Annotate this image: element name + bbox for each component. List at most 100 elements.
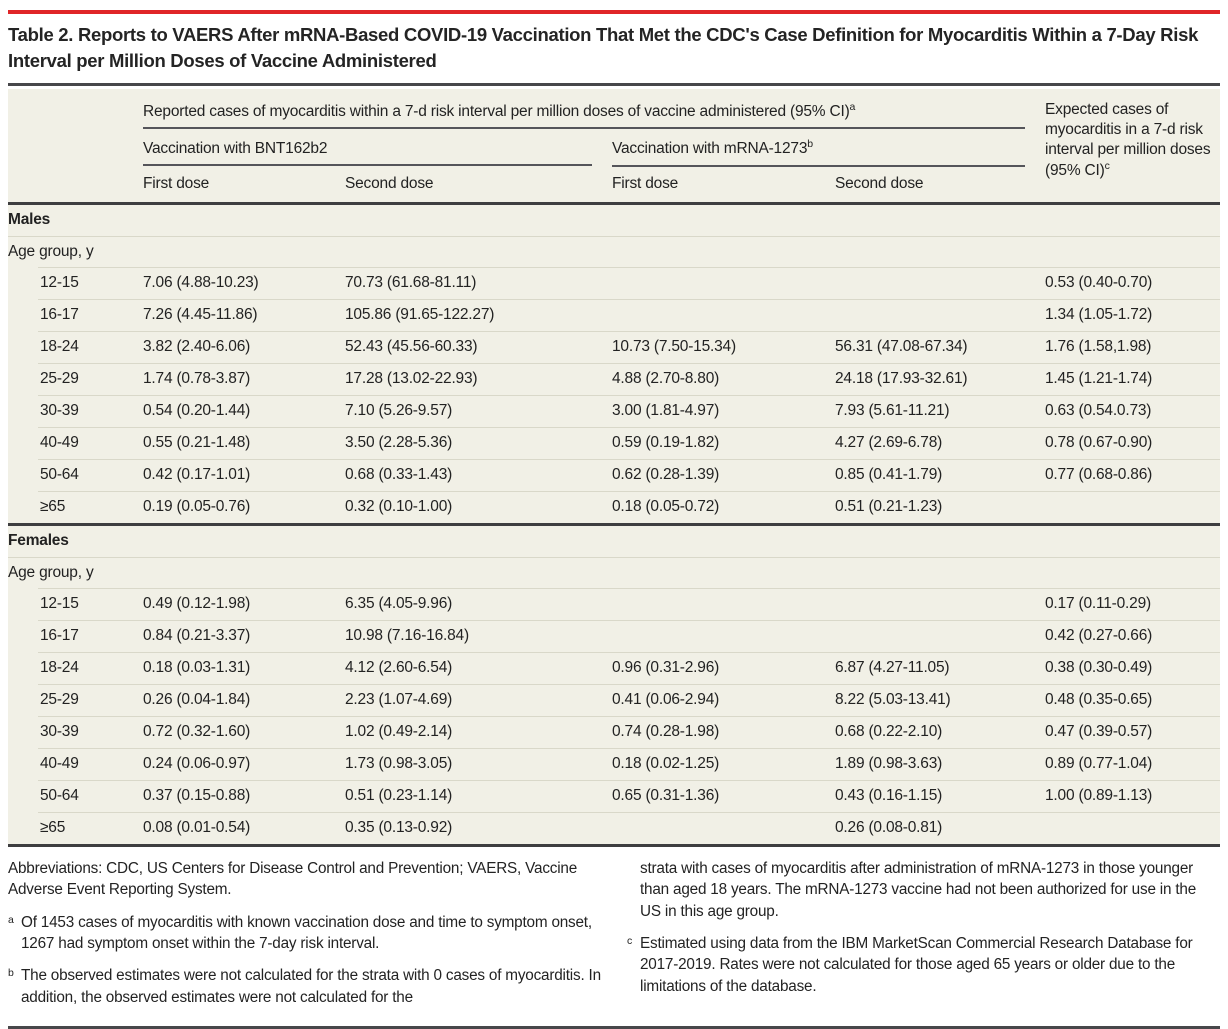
table-row: 12-15 7.06 (4.88-10.23) 70.73 (61.68-81.…	[8, 267, 1221, 300]
cell-mrna-second	[835, 589, 1046, 621]
cell-bnt-second: 0.32 (0.10-1.00)	[345, 497, 453, 515]
age-group-cell: ≥65	[40, 818, 66, 836]
cell-bnt-second: 0.35 (0.13-0.92)	[345, 818, 453, 836]
table-row: 50-64 0.37 (0.15-0.88) 0.51 (0.23-1.14) …	[8, 780, 1221, 813]
cell-mrna-first: 3.00 (1.81-4.97)	[612, 396, 835, 428]
cell-bnt-first: 7.26 (4.45-11.86)	[143, 300, 345, 332]
table-row: 30-39 0.72 (0.32-1.60) 1.02 (0.49-2.14) …	[8, 716, 1221, 749]
cell-expected: 0.17 (0.11-0.29)	[1045, 589, 1221, 621]
footnote-b-text-left: The observed estimates were not calculat…	[21, 967, 601, 1006]
cell-expected: 0.77 (0.68-0.86)	[1045, 460, 1221, 492]
table-row: 16-17 7.26 (4.45-11.86) 105.86 (91.65-12…	[8, 299, 1221, 332]
age-group-cell: 50-64	[8, 780, 143, 813]
cell-mrna-second	[835, 621, 1046, 653]
vaers-myocarditis-table: Reported cases of myocarditis within a 7…	[8, 88, 1221, 847]
cell-bnt-second: 105.86 (91.65-122.27)	[345, 300, 612, 332]
cell-mrna-second: 0.51 (0.21-1.23)	[835, 497, 943, 515]
footnote-c-text: Estimated using data from the IBM Market…	[640, 935, 1193, 995]
footnote-b-mark: b	[8, 967, 14, 980]
cell-bnt-first: 0.08 (0.01-0.54)	[143, 818, 251, 836]
table-row: 25-29 0.26 (0.04-1.84) 2.23 (1.07-4.69) …	[8, 684, 1221, 717]
table-row: 50-64 0.42 (0.17-1.01) 0.68 (0.33-1.43) …	[8, 459, 1221, 492]
bnt-second-dose-header: Second dose	[345, 167, 612, 205]
subheading-row: Age group, y	[8, 557, 1221, 589]
cell-bnt-second: 17.28 (13.02-22.93)	[345, 364, 612, 396]
section-label: Males	[8, 205, 1221, 237]
footnote-c-marker: c	[1104, 160, 1110, 173]
age-group-cell: 18-24	[8, 331, 143, 364]
cell-bnt-second: 7.10 (5.26-9.57)	[345, 396, 612, 428]
bnt162b2-group-header: Vaccination with BNT162b2	[143, 129, 612, 167]
cell-mrna-second: 4.27 (2.69-6.78)	[835, 428, 1046, 460]
footnote-c: c Estimated using data from the IBM Marke…	[627, 933, 1220, 997]
cell-mrna-first: 4.88 (2.70-8.80)	[612, 364, 835, 396]
cell-bnt-second: 2.23 (1.07-4.69)	[345, 685, 612, 717]
cell-mrna-first: 0.59 (0.19-1.82)	[612, 428, 835, 460]
cell-bnt-second: 52.43 (45.56-60.33)	[345, 332, 612, 364]
age-group-cell: 30-39	[8, 395, 143, 428]
age-group-cell: 12-15	[8, 588, 143, 621]
table-row: 18-24 0.18 (0.03-1.31) 4.12 (2.60-6.54) …	[8, 652, 1221, 685]
cell-mrna-first: 0.96 (0.31-2.96)	[612, 653, 835, 685]
cell-mrna-second: 24.18 (17.93-32.61)	[835, 364, 1046, 396]
cell-bnt-first: 0.84 (0.21-3.37)	[143, 621, 345, 653]
footnote-b-continuation: strata with cases of myocarditis after a…	[640, 859, 1197, 920]
cell-mrna-second: 0.43 (0.16-1.15)	[835, 781, 1046, 813]
cell-mrna-first	[612, 300, 835, 332]
cell-mrna-second: 1.89 (0.98-3.63)	[835, 749, 1046, 781]
cell-mrna-second	[835, 268, 1046, 300]
footnote-c-mark: c	[627, 935, 633, 948]
top-accent-rule	[8, 10, 1220, 14]
cell-mrna-first: 0.74 (0.28-1.98)	[612, 717, 835, 749]
footnote-a-marker: a	[849, 100, 856, 113]
mrna-first-dose-header: First dose	[612, 167, 835, 205]
footnotes-left-column: Abbreviations: CDC, US Centers for Disea…	[8, 858, 601, 1019]
cell-expected	[1045, 813, 1220, 844]
cell-expected: 1.76 (1.58,1.98)	[1045, 332, 1221, 364]
cell-mrna-second: 7.93 (5.61-11.21)	[835, 396, 1046, 428]
cell-bnt-second: 70.73 (61.68-81.11)	[345, 268, 612, 300]
cell-expected: 0.78 (0.67-0.90)	[1045, 428, 1221, 460]
title-divider-rule	[8, 82, 1220, 86]
cell-bnt-first: 7.06 (4.88-10.23)	[143, 268, 345, 300]
footnote-a: a Of 1453 cases of myocarditis with known…	[8, 912, 601, 955]
age-group-cell: 25-29	[8, 363, 143, 396]
age-group-cell: 40-49	[8, 748, 143, 781]
cell-mrna-first: 0.18 (0.02-1.25)	[612, 749, 835, 781]
footnote-b-marker: b	[807, 138, 814, 151]
cell-mrna-first: 0.18 (0.05-0.72)	[612, 497, 720, 515]
mrna-second-dose-header: Second dose	[835, 167, 1046, 205]
cell-mrna-first: 0.65 (0.31-1.36)	[612, 781, 835, 813]
expected-cases-column-header: Expected cases of myocarditis in a 7-d r…	[1045, 89, 1221, 205]
cell-mrna-first: 10.73 (7.50-15.34)	[612, 332, 835, 364]
section-row-males: Males	[8, 205, 1221, 237]
corner-empty-cell	[8, 89, 143, 205]
age-group-cell: 50-64	[8, 459, 143, 492]
subheading-label: Age group, y	[8, 557, 1221, 589]
mrna1273-group-label: Vaccination with mRNA-1273	[612, 140, 808, 158]
abbreviations-note: Abbreviations: CDC, US Centers for Disea…	[8, 859, 578, 899]
age-group-cell: 12-15	[8, 267, 143, 300]
bnt162b2-group-label: Vaccination with BNT162b2	[143, 139, 328, 157]
age-group-cell: ≥65	[40, 497, 66, 515]
table-row: 40-49 0.24 (0.06-0.97) 1.73 (0.98-3.05) …	[8, 748, 1221, 781]
cell-mrna-second: 8.22 (5.03-13.41)	[835, 685, 1046, 717]
cell-mrna-first	[612, 621, 835, 653]
cell-expected: 0.48 (0.35-0.65)	[1045, 685, 1221, 717]
cell-mrna-second: 56.31 (47.08-67.34)	[835, 332, 1046, 364]
table-row: 40-49 0.55 (0.21-1.48) 3.50 (2.28-5.36) …	[8, 427, 1221, 460]
table-row: 25-29 1.74 (0.78-3.87) 17.28 (13.02-22.9…	[8, 363, 1221, 396]
cell-mrna-first	[612, 268, 835, 300]
age-group-cell: 16-17	[8, 299, 143, 332]
cell-bnt-first: 0.18 (0.03-1.31)	[143, 653, 345, 685]
reported-cases-group-header: Reported cases of myocarditis within a 7…	[143, 89, 1045, 130]
footnotes-right-column: strata with cases of myocarditis after a…	[627, 858, 1220, 1019]
cell-bnt-second: 4.12 (2.60-6.54)	[345, 653, 612, 685]
bnt-first-dose-header: First dose	[143, 167, 345, 205]
cell-bnt-second: 0.68 (0.33-1.43)	[345, 460, 612, 492]
cell-mrna-second: 0.85 (0.41-1.79)	[835, 460, 1046, 492]
section-row-females: Females	[8, 522, 1221, 558]
cell-expected: 0.63 (0.54.0.73)	[1045, 396, 1221, 428]
cell-bnt-first: 0.49 (0.12-1.98)	[143, 589, 345, 621]
